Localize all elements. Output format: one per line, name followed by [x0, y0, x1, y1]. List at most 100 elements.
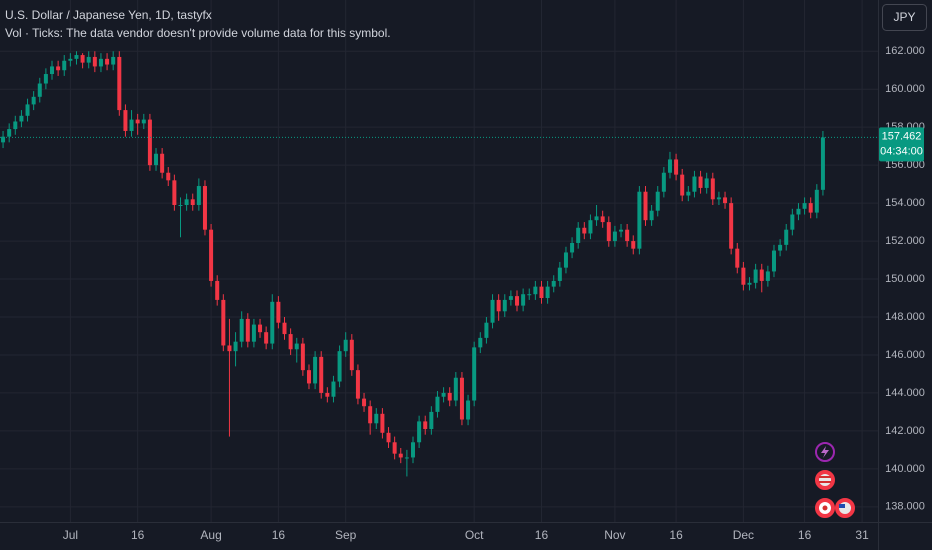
x-tick-label: Aug	[200, 528, 221, 542]
currency-button[interactable]: JPY	[882, 4, 927, 31]
candle-body	[563, 252, 568, 268]
candle-body	[649, 210, 654, 221]
x-tick-label: Jul	[63, 528, 78, 542]
candle-body	[386, 432, 391, 443]
candle-body	[655, 191, 660, 211]
candle-body	[306, 370, 311, 384]
candle-body	[698, 176, 703, 188]
y-tick-label: 146.000	[885, 349, 925, 361]
x-tick-label: 16	[535, 528, 549, 542]
candle-body	[784, 229, 789, 245]
candle-body	[472, 347, 477, 401]
currency-button-label[interactable]: JPY	[893, 10, 915, 24]
candle-body	[790, 214, 795, 230]
candle-body	[325, 392, 330, 397]
flag-dot	[822, 505, 828, 511]
candle-body	[7, 129, 12, 137]
candle-body	[209, 229, 214, 281]
candle-body	[466, 400, 471, 420]
candle-body	[362, 398, 367, 407]
candle-body	[404, 457, 409, 459]
candle-body	[588, 220, 593, 234]
x-tick-label: Dec	[733, 528, 754, 542]
candle-body	[435, 396, 440, 412]
candle-body	[716, 197, 721, 200]
y-tick-label: 148.000	[885, 311, 925, 323]
candle-body	[680, 174, 685, 196]
candle-body	[123, 110, 128, 131]
flag-glyph	[819, 474, 831, 486]
candle-body	[582, 227, 587, 234]
candle-body	[545, 286, 550, 299]
candle-body	[631, 241, 636, 249]
candle-body	[178, 205, 183, 207]
candle-body	[753, 269, 758, 283]
lightning-glyph	[821, 446, 829, 458]
candle-body	[710, 178, 715, 200]
candle-body	[441, 392, 446, 397]
candle-body	[619, 229, 624, 232]
candle-body	[417, 421, 422, 443]
candle-body	[606, 222, 611, 242]
candle-body	[808, 203, 813, 213]
candle-body	[508, 296, 513, 300]
candle-body	[92, 56, 97, 67]
x-tick-label: 16	[669, 528, 683, 542]
candle-body	[154, 153, 159, 166]
candle-body	[294, 343, 299, 350]
candle-body	[778, 244, 783, 251]
candle-body	[692, 176, 697, 192]
candle-body	[135, 119, 140, 124]
candle-body	[80, 55, 85, 63]
currency-button-frame[interactable]	[882, 4, 927, 31]
x-tick-label: 16	[798, 528, 812, 542]
candle-body	[478, 337, 483, 348]
flag-stripe	[819, 481, 831, 483]
y-tick-label: 140.000	[885, 463, 925, 475]
candle-body	[557, 267, 562, 281]
candle-body	[625, 229, 630, 242]
candle-body	[765, 271, 770, 281]
candle-body	[313, 356, 318, 384]
candle-body	[674, 159, 679, 175]
x-tick-label: 31	[855, 528, 869, 542]
candle-body	[667, 159, 672, 173]
candle-body	[117, 56, 122, 111]
candle-body	[239, 318, 244, 342]
candle-body	[19, 115, 24, 122]
candle-body	[74, 55, 79, 59]
candle-body	[184, 199, 189, 206]
candle-body	[771, 250, 776, 272]
candle-body	[637, 191, 642, 249]
flag-canton	[839, 504, 845, 508]
candle-body	[612, 231, 617, 242]
axes: 138.000 140.000 142.000 144.000 146.000 148.0…	[63, 45, 925, 542]
y-tick-label: 156.000	[885, 159, 925, 171]
candle-body	[380, 413, 385, 433]
candle-body	[729, 203, 734, 249]
candle-body	[331, 381, 336, 397]
y-tick-label: 150.000	[885, 273, 925, 285]
candle-body	[50, 66, 55, 75]
candle-body	[37, 83, 42, 97]
candle-body	[735, 248, 740, 268]
candle-body	[374, 413, 379, 424]
candle-body	[747, 282, 752, 285]
candle-body	[147, 119, 152, 166]
candle-body	[741, 267, 746, 285]
y-tick-label: 154.000	[885, 197, 925, 209]
candle-body	[704, 178, 709, 188]
candle-body	[496, 299, 501, 312]
y-tick-label: 144.000	[885, 387, 925, 399]
candle-body	[227, 345, 232, 352]
candle-body	[502, 299, 507, 312]
candle-body	[343, 339, 348, 352]
candle-body	[31, 96, 36, 105]
candle-body	[282, 322, 287, 335]
candle-body	[196, 186, 201, 206]
event-icons	[815, 442, 855, 518]
candle-body	[429, 411, 434, 429]
candle-body	[484, 322, 489, 338]
x-tick-label: Oct	[465, 528, 484, 542]
